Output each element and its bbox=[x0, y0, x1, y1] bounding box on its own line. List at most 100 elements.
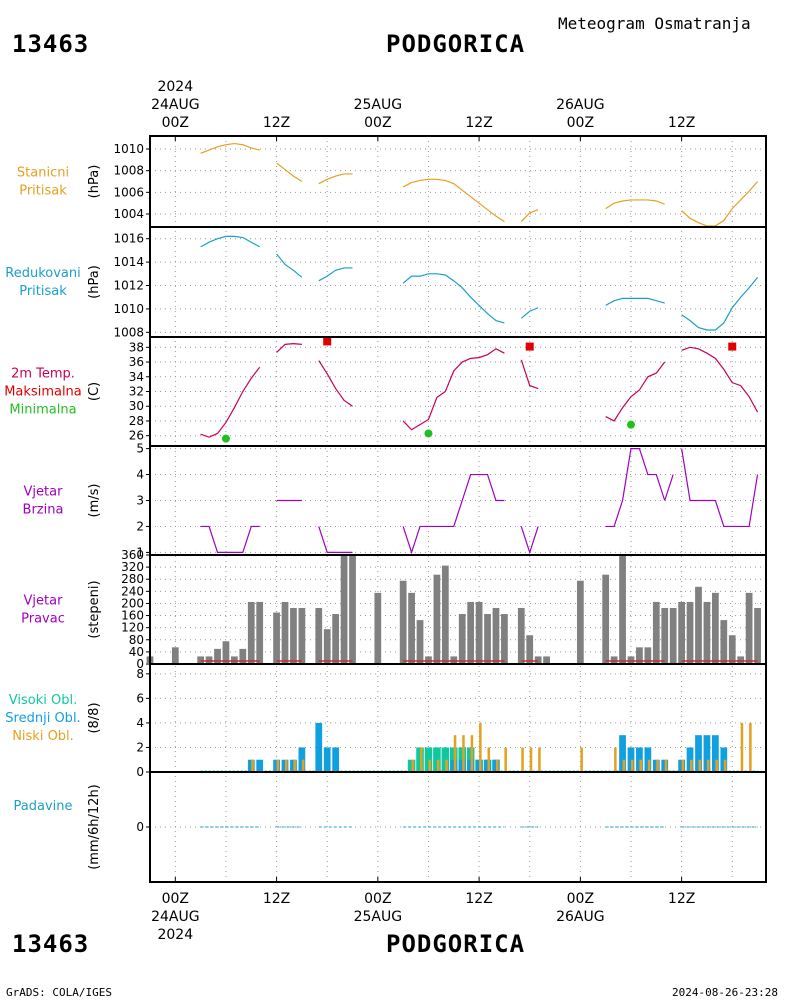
max-temp-marker bbox=[525, 342, 534, 351]
series-line bbox=[681, 276, 759, 331]
wind-direction-bar bbox=[239, 648, 247, 664]
wind-direction-bar bbox=[433, 574, 441, 664]
y-tick-label: 0 bbox=[136, 765, 144, 779]
wind-direction-bar bbox=[441, 565, 449, 664]
y-tick-label: 1010 bbox=[113, 142, 144, 156]
min-temp-marker bbox=[626, 420, 635, 429]
panel-label: Pritisak bbox=[19, 284, 67, 299]
y-tick-label: 28 bbox=[129, 414, 144, 428]
y-tick-label: 30 bbox=[129, 399, 144, 413]
station-name-top: PODGORICA bbox=[386, 30, 526, 58]
panel-frame bbox=[149, 771, 767, 883]
panel-frame bbox=[149, 135, 767, 228]
wind-direction-bar bbox=[171, 647, 179, 664]
year-label-bottom: 2024 bbox=[157, 927, 193, 943]
series-line bbox=[276, 343, 302, 353]
series-line bbox=[318, 526, 353, 554]
wind-direction-bar bbox=[492, 607, 500, 664]
wind-direction-bar bbox=[627, 656, 635, 664]
wind-direction-bar bbox=[323, 629, 331, 664]
cloud-cover-bar bbox=[681, 759, 685, 772]
series-line bbox=[318, 173, 353, 185]
wind-direction-bar bbox=[576, 580, 584, 664]
max-temp-marker bbox=[728, 342, 737, 351]
wind-direction-bar bbox=[467, 601, 475, 664]
y-tick-label: 120 bbox=[121, 621, 144, 635]
wind-direction-bar bbox=[374, 592, 382, 664]
hour-label-bottom: 00Z bbox=[162, 891, 189, 907]
wind-direction-bar bbox=[475, 601, 483, 664]
wind-direction-bar bbox=[197, 656, 205, 664]
hour-label-bottom: 12Z bbox=[263, 891, 290, 907]
series-line bbox=[318, 360, 353, 407]
y-tick-label: 1014 bbox=[113, 255, 144, 269]
cloud-cover-bar bbox=[436, 759, 440, 772]
wind-direction-bar bbox=[695, 586, 702, 664]
y-tick-label: 4 bbox=[136, 716, 144, 730]
wind-direction-bar bbox=[458, 614, 466, 664]
panel-unit-label: (C) bbox=[87, 382, 102, 401]
wind-direction-bar bbox=[214, 648, 221, 664]
wind-direction-bar bbox=[745, 592, 753, 664]
y-tick-label: 160 bbox=[121, 609, 144, 623]
cloud-cover-bar bbox=[332, 747, 340, 772]
wind-direction-bar bbox=[619, 555, 626, 664]
series-line bbox=[520, 307, 539, 319]
cloud-cover-bar bbox=[276, 759, 280, 772]
wind-direction-bar bbox=[222, 641, 230, 664]
cloud-cover-bar bbox=[740, 722, 744, 772]
cloud-cover-bar bbox=[639, 759, 642, 772]
series-line bbox=[200, 525, 260, 554]
panel-label: Maksimalna bbox=[4, 385, 82, 400]
min-temp-marker bbox=[221, 434, 230, 443]
year-label-top: 2024 bbox=[157, 79, 193, 95]
y-tick-label: 1008 bbox=[113, 325, 144, 339]
panel-frame bbox=[149, 226, 767, 338]
generation-timestamp: 2024-08-26-23:28 bbox=[672, 986, 778, 999]
cloud-cover-bar bbox=[749, 722, 752, 772]
series-line bbox=[276, 162, 303, 183]
day-label-top: 26AUG bbox=[556, 97, 605, 113]
wind-direction-bar bbox=[399, 580, 407, 664]
wind-direction-bar bbox=[408, 592, 415, 664]
wind-direction-bar bbox=[298, 607, 306, 664]
wind-direction-bar bbox=[602, 574, 610, 664]
panel-unit-label: (stepeni) bbox=[87, 580, 102, 638]
series-line bbox=[605, 361, 666, 422]
y-tick-label: 1006 bbox=[113, 185, 144, 199]
panel-label: Pravac bbox=[21, 612, 65, 627]
wind-direction-bar bbox=[652, 601, 660, 664]
cloud-cover-bar bbox=[619, 735, 626, 772]
cloud-cover-bar bbox=[495, 759, 499, 772]
cloud-cover-bar bbox=[251, 759, 254, 772]
y-tick-label: 6 bbox=[136, 691, 144, 705]
wind-direction-bar bbox=[703, 601, 711, 664]
y-tick-label: 80 bbox=[129, 633, 144, 647]
day-label-top: 25AUG bbox=[354, 97, 403, 113]
cloud-cover-bar bbox=[630, 759, 634, 772]
series-line bbox=[276, 253, 303, 278]
hour-label-bottom: 00Z bbox=[567, 891, 594, 907]
y-tick-label: 1012 bbox=[113, 279, 144, 293]
hour-label-top: 12Z bbox=[263, 115, 290, 131]
series-line bbox=[520, 526, 539, 555]
cloud-cover-bar bbox=[529, 747, 533, 772]
panel-unit-label: (m/s) bbox=[87, 484, 102, 518]
grads-credit: GrADS: COLA/IGES bbox=[6, 986, 112, 999]
panel-label: Minimalna bbox=[9, 403, 76, 418]
cloud-cover-bar bbox=[487, 747, 491, 772]
wind-direction-bar bbox=[678, 601, 685, 664]
series-line bbox=[681, 181, 759, 227]
hour-label-top: 00Z bbox=[567, 115, 594, 131]
panel-label: Brzina bbox=[23, 503, 64, 518]
panel-label: Pritisak bbox=[19, 184, 67, 199]
wind-direction-bar bbox=[450, 656, 458, 664]
cloud-cover-bar bbox=[715, 759, 718, 772]
cloud-cover-bar bbox=[706, 759, 710, 772]
series-line bbox=[200, 366, 261, 438]
hour-label-top: 00Z bbox=[162, 115, 189, 131]
cloud-cover-bar bbox=[315, 722, 323, 772]
y-tick-label: 40 bbox=[129, 645, 144, 659]
station-id-top: 13463 bbox=[12, 30, 90, 58]
